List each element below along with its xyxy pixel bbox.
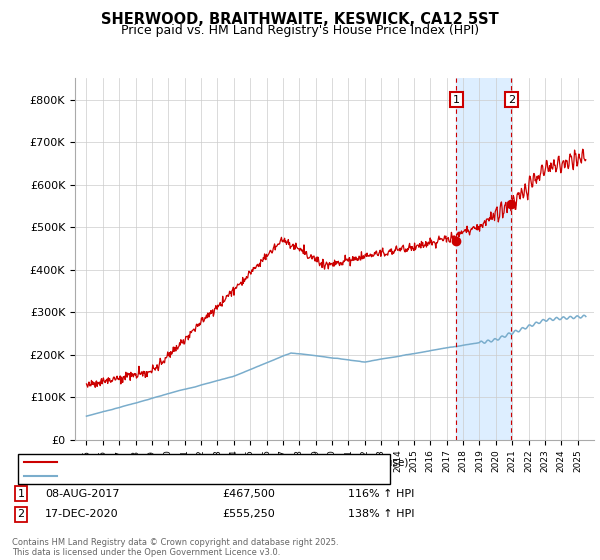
Text: 08-AUG-2017: 08-AUG-2017 [45, 489, 119, 499]
Text: 17-DEC-2020: 17-DEC-2020 [45, 509, 119, 519]
Text: Price paid vs. HM Land Registry's House Price Index (HPI): Price paid vs. HM Land Registry's House … [121, 24, 479, 37]
Text: SHERWOOD, BRAITHWAITE, KESWICK, CA12 5ST (detached house): SHERWOOD, BRAITHWAITE, KESWICK, CA12 5ST… [63, 457, 409, 467]
Text: HPI: Average price, detached house, Cumberland: HPI: Average price, detached house, Cumb… [63, 471, 320, 481]
Bar [457, 78, 511, 440]
Text: 2: 2 [17, 509, 25, 519]
Text: 116% ↑ HPI: 116% ↑ HPI [348, 489, 415, 499]
Text: 1: 1 [453, 95, 460, 105]
Text: SHERWOOD, BRAITHWAITE, KESWICK, CA12 5ST: SHERWOOD, BRAITHWAITE, KESWICK, CA12 5ST [101, 12, 499, 27]
Text: £555,250: £555,250 [222, 509, 275, 519]
Text: 2: 2 [508, 95, 515, 105]
Text: 1: 1 [17, 489, 25, 499]
Text: Contains HM Land Registry data © Crown copyright and database right 2025.
This d: Contains HM Land Registry data © Crown c… [12, 538, 338, 557]
Text: £467,500: £467,500 [222, 489, 275, 499]
Text: 138% ↑ HPI: 138% ↑ HPI [348, 509, 415, 519]
